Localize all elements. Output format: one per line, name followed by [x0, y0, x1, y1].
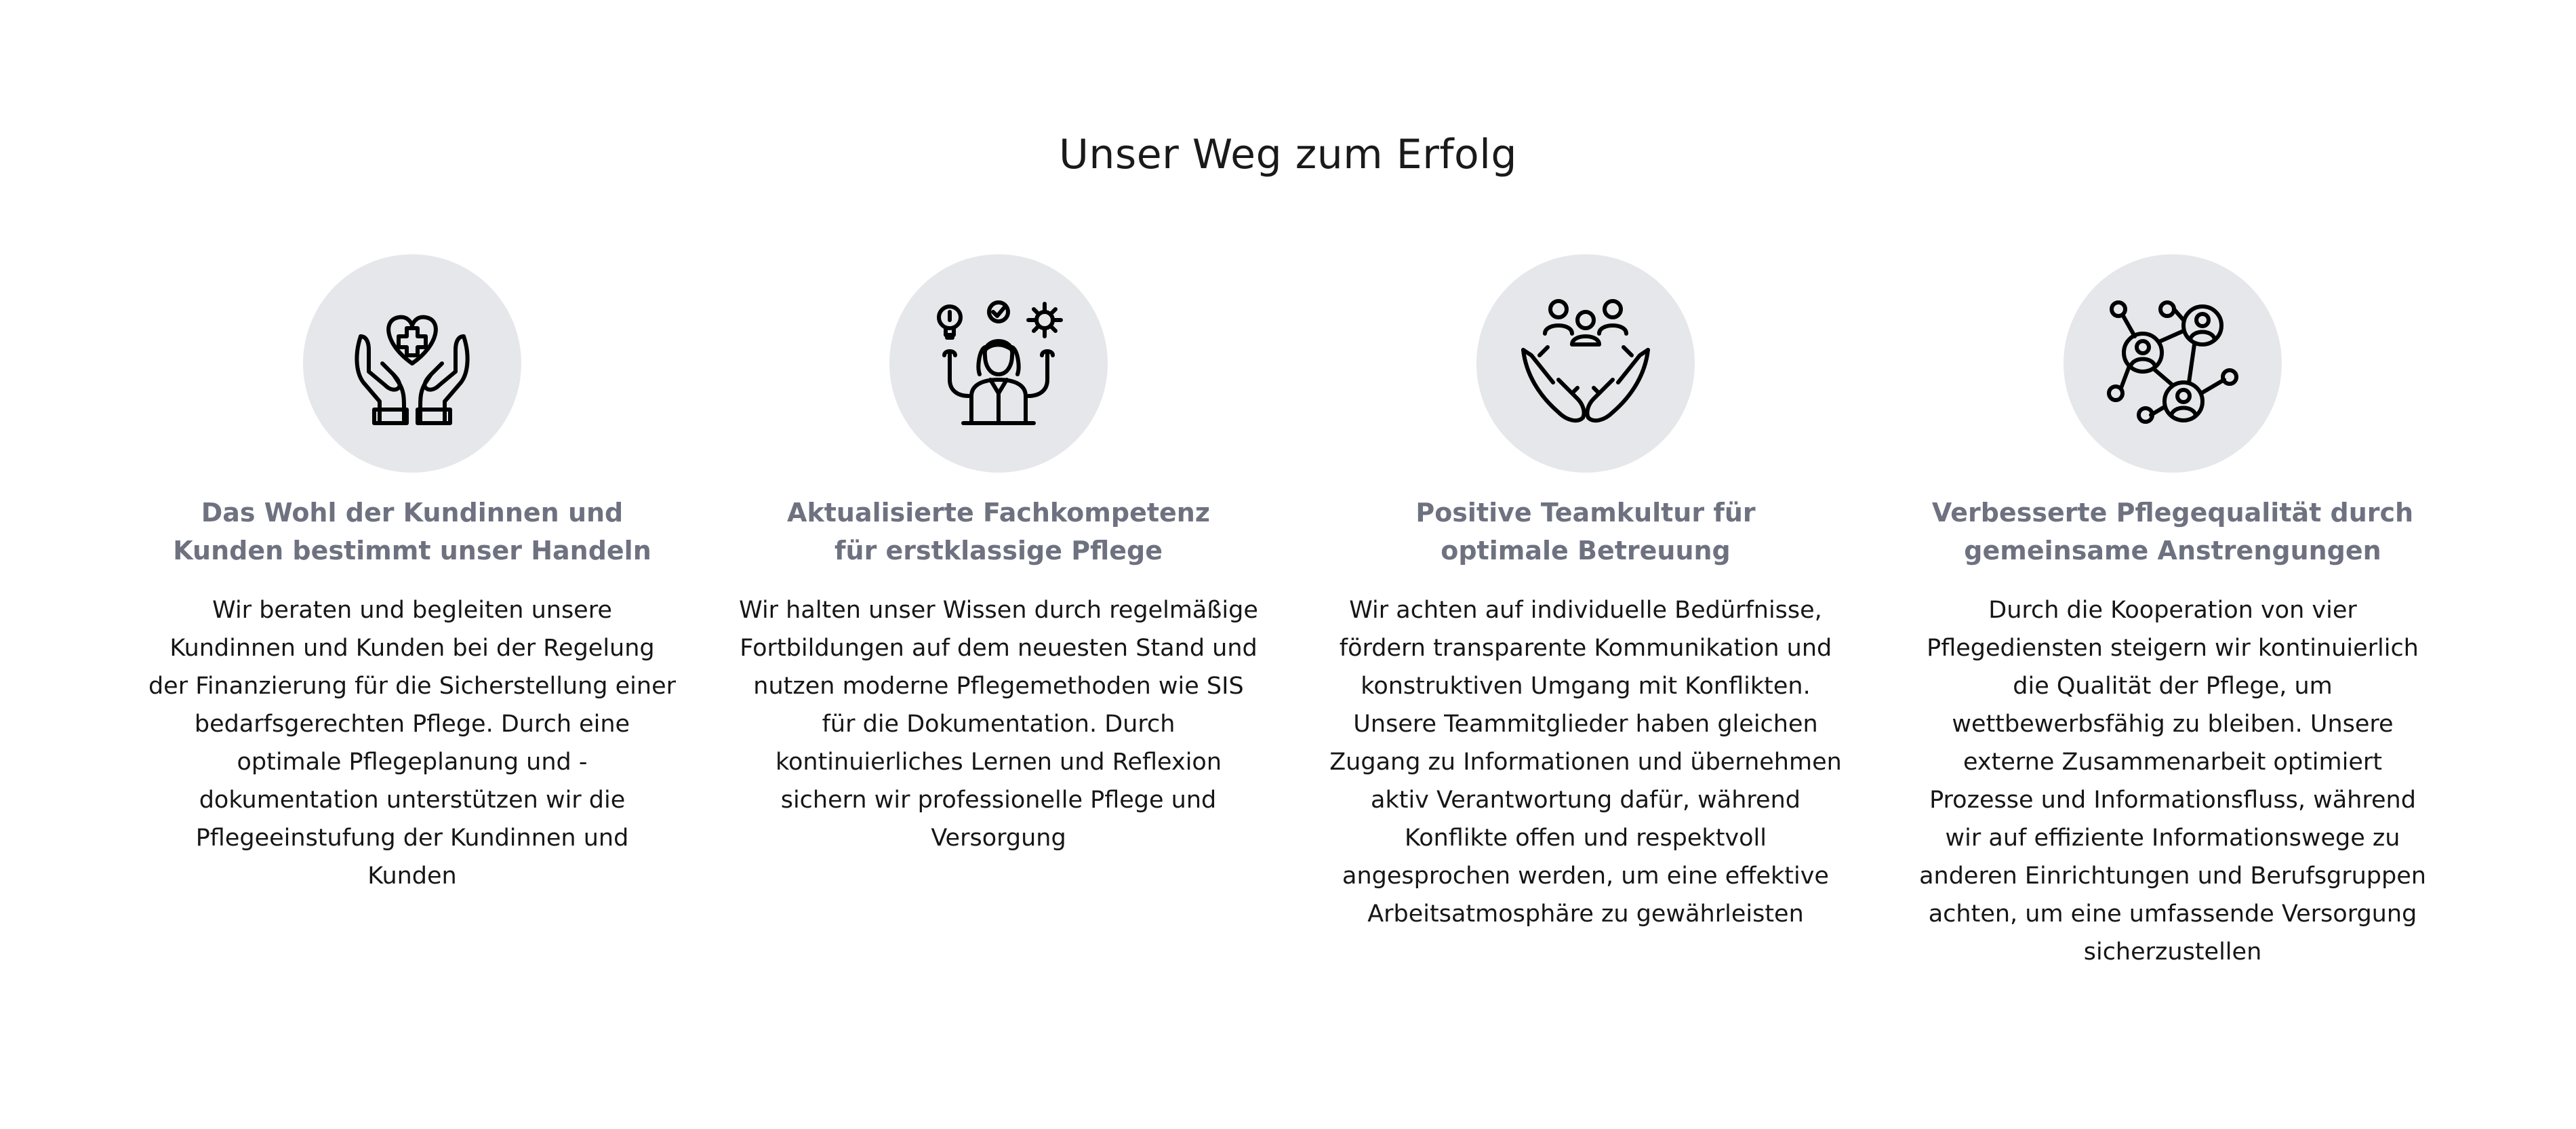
card-text-line: anderen Einrichtungen und Berufsgruppen [1919, 863, 2426, 890]
card-text-line: Unsere Teammitglieder haben gleichen [1353, 711, 1818, 738]
card-text-line: Pflegediensten steigern wir kontinuierli… [1927, 635, 2419, 662]
card-text-line: die Qualität der Pflege, um [2013, 673, 2333, 700]
card-text-line: externe Zusammenarbeit optimiert [1963, 749, 2382, 776]
card-text-line: sicherzustellen [2083, 938, 2262, 966]
card-text-line: dokumentation unterstützen wir die [199, 787, 626, 814]
network-people-icon [2107, 300, 2238, 424]
card-text-line: kontinuierliches Lernen und Reflexion [775, 749, 1222, 776]
hands-heart-cross-icon [355, 315, 470, 425]
card-text-line: bedarfsgerechten Pflege. Durch eine [194, 711, 630, 738]
card-text-line: aktiv Verantwortung dafür, während [1371, 787, 1800, 814]
card-heading-line: gemeinsame Anstrengungen [1964, 536, 2381, 566]
card-heading-line: für erstklassige Pflege [834, 536, 1163, 566]
card-text-line: achten, um eine umfassende Versorgung [1928, 900, 2417, 928]
card-heading: Verbesserte Pflegequalität durch gemeins… [1908, 494, 2437, 570]
card-text-line: Pflegeeinstufung der Kundinnen und [195, 825, 629, 852]
card-text-line: angesprochen werden, um eine effektive [1342, 863, 1829, 890]
card-text-line: Prozesse und Informationsfluss, während [1929, 787, 2416, 814]
card-heading-line: optimale Betreuung [1441, 536, 1731, 566]
card-text-line: der Finanzierung für die Sicherstellung … [148, 673, 677, 700]
card-text-line: Fortbildungen auf dem neuesten Stand und [740, 635, 1257, 662]
card-text-line: Wir achten auf individuelle Bedürfnisse, [1349, 597, 1822, 624]
icon-circle [2064, 254, 2282, 473]
card-text-line: für die Dokumentation. Durch [822, 711, 1175, 738]
card-text-line: nutzen moderne Pflegemethoden wie SIS [753, 673, 1244, 700]
card-heading: Aktualisierte Fachkompetenz für erstklas… [734, 494, 1263, 570]
card-heading-line: Positive Teamkultur für [1415, 498, 1756, 528]
section-title: Unser Weg zum Erfolg [1059, 131, 1517, 178]
card-text-line: Zugang zu Informationen und übernehmen [1329, 749, 1842, 776]
card-text-line: Kundinnen und Kunden bei der Regelung [169, 635, 655, 662]
card-text-line: fördern transparente Kommunikation und [1339, 635, 1832, 662]
card-text-line: Durch die Kooperation von vier [1988, 597, 2357, 624]
card-description: Wir beraten und begleiten unsere Kundinn… [148, 591, 677, 895]
card-text-line: optimale Pflegeplanung und - [237, 749, 588, 776]
card-description: Wir halten unser Wissen durch regelmäßig… [734, 591, 1263, 857]
icon-circle [1476, 254, 1695, 473]
card-text-line: Konflikte offen und respektvoll [1404, 825, 1767, 852]
card-text-line: Versorgung [931, 825, 1066, 852]
card-text-line: konstruktiven Umgang mit Konflikten. [1361, 673, 1811, 700]
card-heading-line: Verbesserte Pflegequalität durch [1931, 498, 2414, 528]
card-text-line: Wir halten unser Wissen durch regelmäßig… [739, 597, 1258, 624]
card-text-line: wir auf effiziente Informationswege zu [1945, 825, 2400, 852]
card-description: Wir achten auf individuelle Bedürfnisse,… [1321, 591, 1850, 933]
card-text-line: Kunden [367, 863, 457, 890]
card-description: Durch die Kooperation von vier Pflegedie… [1908, 591, 2437, 971]
card-heading-line: Kunden bestimmt unser Handeln [173, 536, 651, 566]
card-text-line: Arbeitsatmosphäre zu gewährleisten [1367, 900, 1804, 928]
icon-circle [889, 254, 1108, 473]
card-heading-line: Das Wohl der Kundinnen und [201, 498, 624, 528]
card-heading: Das Wohl der Kundinnen und Kunden bestim… [148, 494, 677, 570]
icon-circle [303, 254, 521, 473]
card-text-line: wettbewerbsfähig zu bleiben. Unsere [1952, 711, 2394, 738]
card-text-line: sichern wir professionelle Pflege und [780, 787, 1217, 814]
card-heading: Positive Teamkultur für optimale Betreuu… [1321, 494, 1850, 570]
card-text-line: Wir beraten und begleiten unsere [212, 597, 612, 624]
hands-team-icon [1521, 299, 1650, 423]
expert-woman-ideas-icon [937, 300, 1063, 425]
card-heading-line: Aktualisierte Fachkompetenz [787, 498, 1210, 528]
